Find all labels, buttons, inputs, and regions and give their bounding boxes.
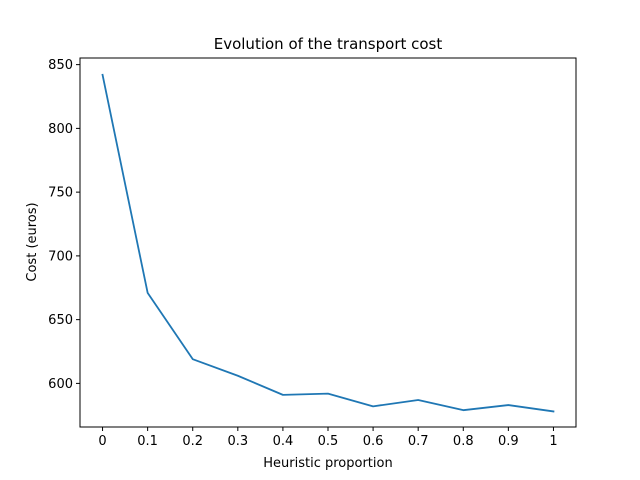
x-tick-label: 0.4 bbox=[273, 434, 294, 449]
x-tick-label: 0.7 bbox=[408, 434, 429, 449]
x-tick-label: 0.6 bbox=[363, 434, 384, 449]
x-tick-label: 0.9 bbox=[498, 434, 519, 449]
x-tick-label: 0.8 bbox=[453, 434, 474, 449]
y-tick-label: 750 bbox=[48, 186, 73, 201]
x-tick-label: 0.2 bbox=[182, 434, 203, 449]
y-tick-label: 700 bbox=[48, 249, 73, 264]
x-axis-label: Heuristic proportion bbox=[263, 456, 392, 471]
x-tick-label: 0.3 bbox=[227, 434, 248, 449]
y-tick-label: 650 bbox=[48, 313, 73, 328]
x-tick-label: 0.5 bbox=[318, 434, 339, 449]
x-tick-label: 0 bbox=[98, 434, 106, 449]
chart-title: Evolution of the transport cost bbox=[214, 35, 443, 53]
y-tick-label: 850 bbox=[48, 58, 73, 73]
y-tick-label: 600 bbox=[48, 377, 73, 392]
plot-area bbox=[101, 73, 555, 413]
x-tick-label: 0.1 bbox=[137, 434, 158, 449]
series-line bbox=[101, 73, 555, 413]
y-axis-label: Cost (euros) bbox=[25, 202, 40, 281]
x-axis: 0 0.1 0.2 0.3 0.4 0.5 0.6 0.7 0.8 0.9 1 bbox=[98, 427, 558, 449]
x-tick-label: 1 bbox=[549, 434, 557, 449]
y-tick-label: 800 bbox=[48, 122, 73, 137]
y-axis: 600 650 700 750 800 850 bbox=[48, 58, 80, 392]
plot-frame bbox=[79, 57, 577, 428]
